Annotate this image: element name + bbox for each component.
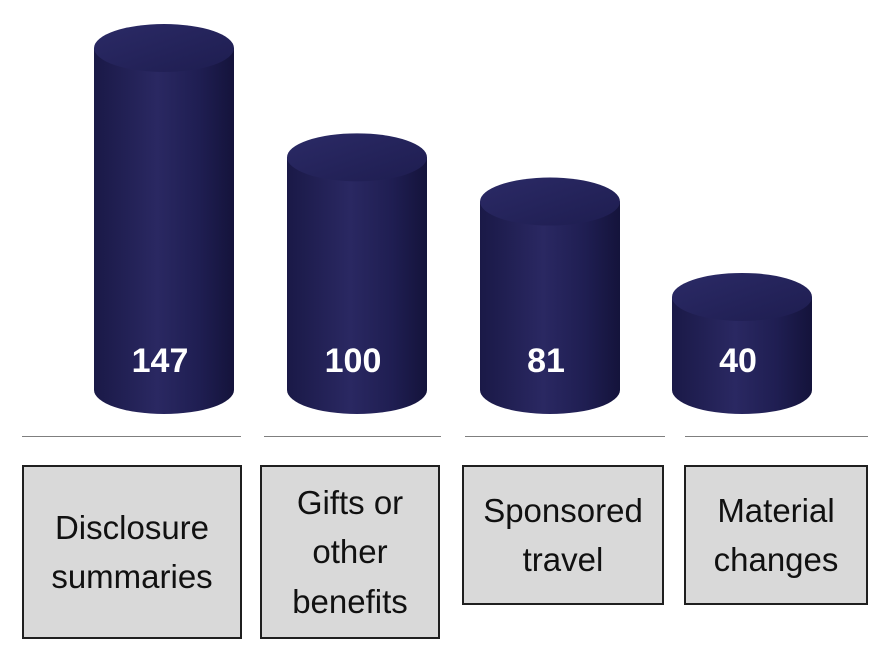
bar-value-label: 147 [132,342,189,380]
category-label-disclosure-summaries: Disclosure summaries [22,465,242,639]
bar-top [94,24,234,72]
bar-top [480,177,620,226]
bar-body [94,48,234,414]
bar-value-label: 81 [527,342,565,380]
bar-body [672,296,812,414]
category-separator-2 [264,436,441,437]
category-label-sponsored-travel: Sponsored travel [462,465,664,605]
bar-value-label: 40 [719,342,757,380]
category-separator-3 [465,436,665,437]
bar-gifts-or-other-benefits: 100 [287,133,427,415]
bar-top [672,272,812,321]
bar-value-label: 100 [325,342,382,380]
bar-sponsored-travel: 81 [480,177,620,414]
bar-top [287,133,427,182]
category-label-material-changes: Material changes [684,465,868,605]
bar-body [480,201,620,414]
bar-body [287,157,427,415]
category-label-gifts-or-other-benefits: Gifts or other benefits [260,465,440,639]
category-separator-1 [22,436,241,437]
category-separator-4 [685,436,868,437]
bar-material-changes: 40 [672,272,812,414]
bar-disclosure-summaries: 147 [94,24,234,414]
